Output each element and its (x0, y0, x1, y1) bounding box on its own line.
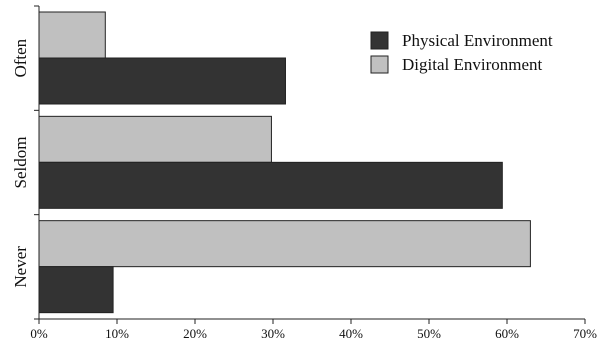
category-label-seldom: Seldom (11, 137, 30, 189)
x-tick-label: 10% (105, 326, 129, 341)
category-label-never: Never (11, 246, 30, 288)
legend: Physical Environment Digital Environment (370, 31, 553, 74)
legend-swatch-physical (370, 31, 389, 50)
axes (38, 6, 585, 320)
x-tick-label: 30% (261, 326, 285, 341)
bars (38, 11, 531, 314)
x-tick-label: 40% (339, 326, 363, 341)
legend-swatch-digital (370, 55, 389, 74)
x-ticks: 0% 10% 20% 30% 40% 50% 60% 70% (30, 319, 597, 341)
category-labels: Often Seldom Never (11, 38, 30, 287)
legend-label-physical: Physical Environment (402, 31, 553, 50)
bar-seldom-physical (38, 161, 503, 209)
x-tick-label: 60% (495, 326, 519, 341)
x-tick-label: 0% (30, 326, 48, 341)
bar-seldom-digital (38, 115, 272, 163)
y-ticks (34, 5, 39, 320)
x-tick-label: 20% (183, 326, 207, 341)
x-tick-label: 70% (573, 326, 597, 341)
bar-never-digital (38, 220, 531, 268)
category-label-often: Often (11, 38, 30, 77)
legend-label-digital: Digital Environment (402, 55, 543, 74)
bar-often-digital (38, 11, 106, 59)
bar-never-physical (38, 266, 114, 314)
x-tick-label: 50% (417, 326, 441, 341)
bar-often-physical (38, 57, 286, 105)
